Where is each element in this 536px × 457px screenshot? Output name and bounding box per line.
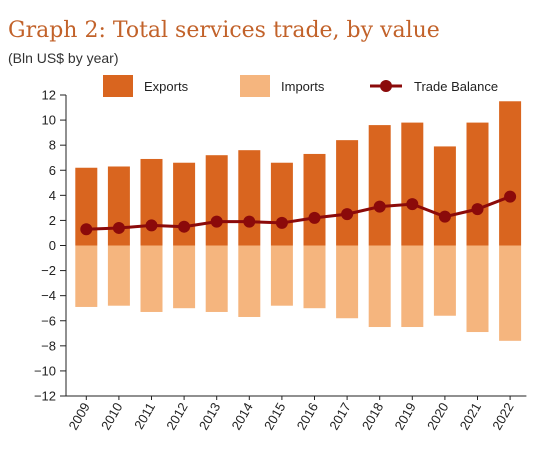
bar-exports-2022 (499, 101, 522, 246)
x-tick-label: 2020 (424, 400, 451, 433)
bar-imports-2016 (303, 245, 326, 309)
x-tick-label: 2016 (294, 400, 321, 433)
trade-balance-point-2010 (112, 221, 125, 234)
chart-subtitle: (Bln US$ by year) (8, 50, 119, 66)
bar-imports-2013 (205, 245, 228, 312)
trade-balance-point-2017 (341, 208, 354, 221)
bar-exports-2016 (303, 153, 326, 246)
y-tick-label: −10 (34, 363, 56, 378)
bar-imports-2020 (433, 245, 456, 316)
x-tick-label: 2013 (196, 400, 223, 433)
y-tick-label: 2 (49, 213, 56, 228)
bar-exports-2017 (336, 140, 359, 246)
x-tick-label: 2011 (131, 400, 158, 432)
bar-exports-2011 (140, 158, 163, 246)
trade-balance-point-2012 (178, 220, 191, 233)
x-tick-label: 2012 (163, 400, 190, 433)
y-tick-label: 0 (49, 238, 56, 253)
trade-balance-point-2016 (308, 211, 321, 224)
bar-imports-2012 (173, 245, 196, 309)
trade-balance-point-2014 (243, 215, 256, 228)
trade-balance-point-2019 (406, 198, 419, 211)
x-tick-label: 2015 (261, 400, 288, 433)
x-tick-label: 2018 (359, 400, 386, 433)
trade-balance-point-2022 (504, 190, 517, 203)
x-tick-label: 2009 (65, 400, 92, 433)
y-tick-label: −8 (41, 338, 56, 353)
x-tick-label: 2014 (228, 400, 255, 433)
chart-title: Graph 2: Total services trade, by value (8, 18, 440, 43)
x-tick-label: 2010 (98, 400, 125, 433)
bar-exports-2020 (433, 146, 456, 246)
y-tick-label: 12 (42, 88, 56, 103)
bar-imports-2010 (107, 245, 130, 306)
bar-exports-2015 (270, 162, 293, 246)
y-tick-label: −2 (41, 263, 56, 278)
bar-exports-2012 (173, 162, 196, 246)
bar-imports-2015 (270, 245, 293, 306)
y-tick-label: −12 (34, 389, 56, 404)
y-tick-label: −6 (41, 313, 56, 328)
bar-imports-2018 (368, 245, 391, 328)
legend-label-exports: Exports (144, 79, 189, 94)
y-tick-label: 6 (49, 163, 56, 178)
legend-label-imports: Imports (281, 79, 325, 94)
trade-balance-point-2015 (275, 216, 288, 229)
bar-exports-2014 (238, 150, 261, 246)
x-tick-label: 2021 (457, 400, 484, 433)
y-tick-label: 8 (49, 138, 56, 153)
y-tick-label: 4 (49, 188, 56, 203)
x-tick-label: 2022 (489, 400, 516, 433)
legend-label-trade-balance: Trade Balance (414, 79, 498, 94)
trade-balance-point-2011 (145, 219, 158, 232)
trade-balance-point-2013 (210, 215, 223, 228)
trade-balance-point-2018 (373, 200, 386, 213)
bar-imports-2011 (140, 245, 163, 312)
bar-imports-2009 (75, 245, 98, 307)
trade-balance-point-2021 (471, 203, 484, 216)
x-tick-label: 2017 (326, 400, 353, 433)
bar-exports-2021 (466, 122, 489, 246)
bar-exports-2013 (205, 155, 228, 246)
bar-exports-2009 (75, 167, 98, 246)
y-tick-label: 10 (42, 113, 56, 128)
bar-exports-2018 (368, 125, 391, 246)
legend-marker-trade-balance (380, 80, 392, 92)
legend-swatch-exports (103, 75, 133, 97)
bar-exports-2019 (401, 122, 424, 246)
bar-imports-2017 (336, 245, 359, 319)
trade-balance-point-2020 (438, 210, 451, 223)
bar-imports-2021 (466, 245, 489, 333)
bar-imports-2014 (238, 245, 261, 317)
x-tick-label: 2019 (391, 400, 418, 433)
legend-swatch-imports (240, 75, 270, 97)
trade-balance-point-2009 (80, 223, 93, 236)
y-tick-label: −4 (41, 288, 56, 303)
bar-imports-2019 (401, 245, 424, 328)
bar-imports-2022 (499, 245, 522, 341)
